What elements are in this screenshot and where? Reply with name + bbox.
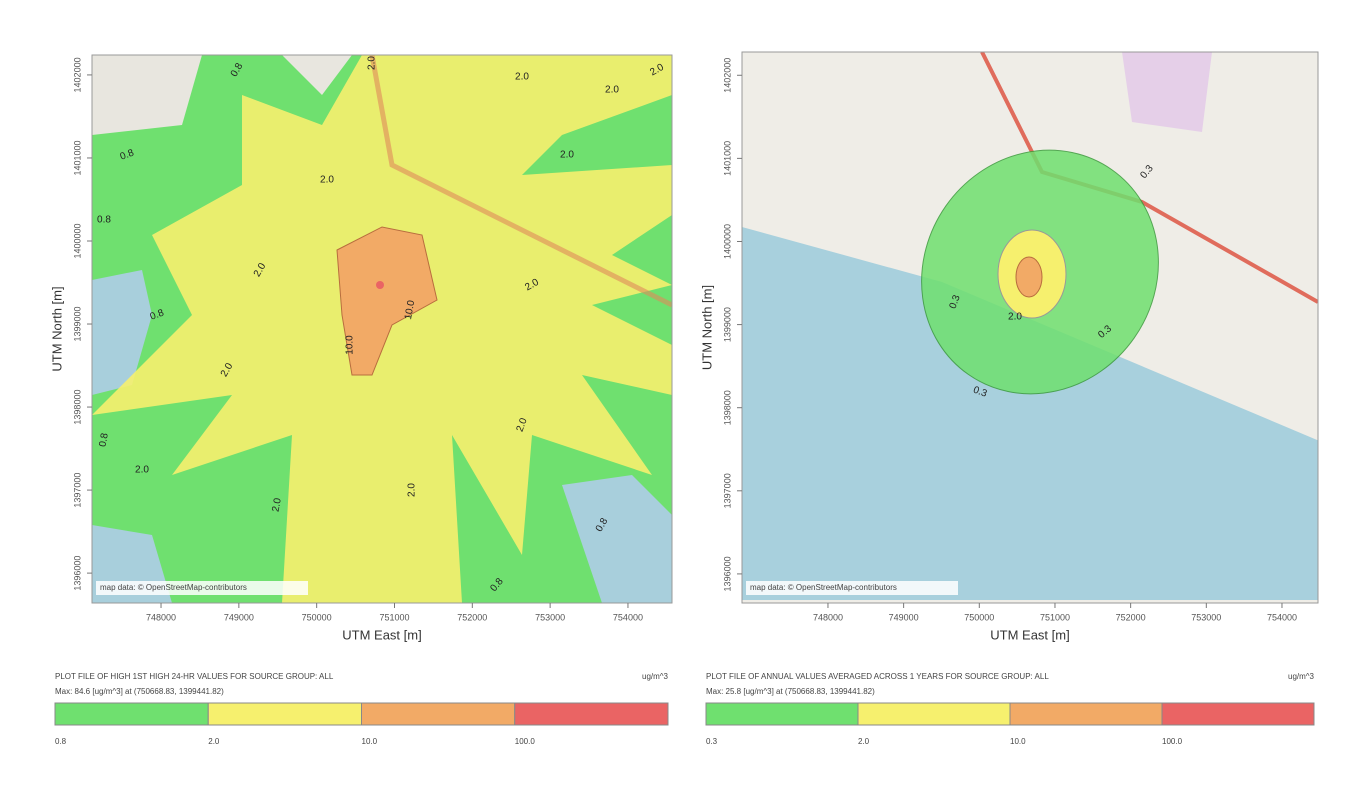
y-tick-label: 1396000	[722, 556, 732, 591]
legend-unit: ug/m^3	[1288, 672, 1315, 681]
contour-label: 0.8	[97, 215, 111, 226]
x-tick-label: 753000	[1191, 612, 1221, 622]
contour-label: 2.0	[605, 85, 619, 96]
x-tick-label: 754000	[1267, 612, 1297, 622]
legend-break: 0.3	[706, 737, 718, 746]
contour-label: 2.0	[320, 175, 334, 186]
legend-title: PLOT FILE OF ANNUAL VALUES AVERAGED ACRO…	[706, 672, 1049, 681]
contour-label: 10.0	[345, 335, 356, 355]
attribution: map data: © OpenStreetMap-contributors	[750, 583, 897, 592]
legend-swatch	[705, 702, 859, 726]
contour-label: 2.0	[515, 416, 530, 433]
x-tick-label: 748000	[146, 612, 176, 622]
y-tick-label: 1402000	[722, 58, 732, 93]
contour-label: 0.8	[98, 432, 111, 448]
peak	[376, 281, 384, 289]
map-panel: map data: © OpenStreetMap-contributors 0.…	[741, 51, 1319, 604]
legend-break: 10.0	[362, 737, 378, 746]
legend-break: 10.0	[1010, 737, 1026, 746]
x-tick-label: 750000	[302, 612, 332, 622]
legend-swatch	[857, 702, 1011, 726]
road	[369, 55, 672, 308]
contour-label: 0.3	[948, 293, 963, 310]
y-tick-label: 1398000	[722, 390, 732, 425]
x-tick-label: 753000	[535, 612, 565, 622]
legend-unit: ug/m^3	[642, 672, 669, 681]
land	[282, 55, 352, 95]
water	[92, 270, 152, 395]
y-tick-label: 1399000	[72, 306, 82, 341]
y-axis-label: UTM North [m]	[49, 286, 64, 371]
x-axis-label: UTM East [m]	[342, 627, 421, 642]
attribution-box	[96, 581, 308, 595]
contour-fill	[1015, 256, 1043, 298]
x-tick-label: 752000	[1116, 612, 1146, 622]
x-tick-label: 749000	[224, 612, 254, 622]
legend-swatch	[54, 702, 209, 726]
x-tick-label: 748000	[813, 612, 843, 622]
y-tick-label: 1400000	[722, 224, 732, 259]
contour-label: 0.3	[972, 385, 989, 400]
legend-max: Max: 84.6 [ug/m^3] at (750668.83, 139944…	[55, 687, 224, 696]
x-tick-label: 754000	[613, 612, 643, 622]
attribution: map data: © OpenStreetMap-contributors	[100, 583, 247, 592]
contour-label: 2.0	[560, 150, 574, 161]
legend-swatch	[1009, 702, 1163, 726]
contour-fill	[336, 226, 438, 376]
map-content	[92, 55, 672, 603]
plot-frame	[91, 54, 673, 604]
map-panel: map data: © OpenStreetMap-contributors 0.…	[91, 54, 673, 604]
y-tick-label: 1397000	[722, 473, 732, 508]
y-tick-label: 1400000	[72, 223, 82, 258]
y-tick-label: 1402000	[72, 57, 82, 92]
contour-label: 10.0	[403, 299, 417, 321]
contour-label: 2.0	[135, 465, 149, 476]
x-tick-label: 750000	[964, 612, 994, 622]
legend-title: PLOT FILE OF HIGH 1ST HIGH 24-HR VALUES …	[55, 672, 334, 681]
map-content	[742, 52, 1318, 603]
attribution-box	[746, 581, 958, 595]
x-tick-label: 752000	[457, 612, 487, 622]
legend-swatch	[207, 702, 362, 726]
legend-swatch	[361, 702, 516, 726]
legend-break: 0.8	[55, 737, 67, 746]
y-tick-label: 1401000	[722, 141, 732, 176]
contour-label: 2.0	[407, 483, 418, 497]
legend-break: 2.0	[208, 737, 220, 746]
legend-max: Max: 25.8 [ug/m^3] at (750668.83, 139944…	[706, 687, 875, 696]
water	[742, 227, 1318, 600]
legend-swatch	[514, 702, 669, 726]
plot-frame	[741, 51, 1319, 604]
y-axis-label: UTM North [m]	[699, 285, 714, 370]
contour-label: 2.0	[1008, 312, 1022, 323]
x-axis-label: UTM East [m]	[990, 627, 1069, 642]
water	[562, 475, 672, 603]
legend-break: 100.0	[515, 737, 536, 746]
y-tick-label: 1398000	[72, 390, 82, 425]
contour-label: 2.0	[271, 497, 284, 513]
x-tick-label: 749000	[889, 612, 919, 622]
x-tick-label: 751000	[1040, 612, 1070, 622]
x-tick-label: 751000	[379, 612, 409, 622]
y-tick-label: 1397000	[72, 473, 82, 508]
contour-label: 2.0	[367, 56, 378, 70]
area	[1122, 52, 1212, 132]
contour-label: 0.8	[119, 147, 136, 162]
y-tick-label: 1401000	[72, 140, 82, 175]
land	[92, 55, 202, 135]
contour-label: 0.8	[149, 307, 166, 322]
legend-swatch	[1161, 702, 1315, 726]
contour-label: 2.0	[515, 72, 529, 83]
legend-break: 100.0	[1162, 737, 1183, 746]
y-tick-label: 1396000	[72, 556, 82, 591]
legend-break: 2.0	[858, 737, 870, 746]
y-tick-label: 1399000	[722, 307, 732, 342]
